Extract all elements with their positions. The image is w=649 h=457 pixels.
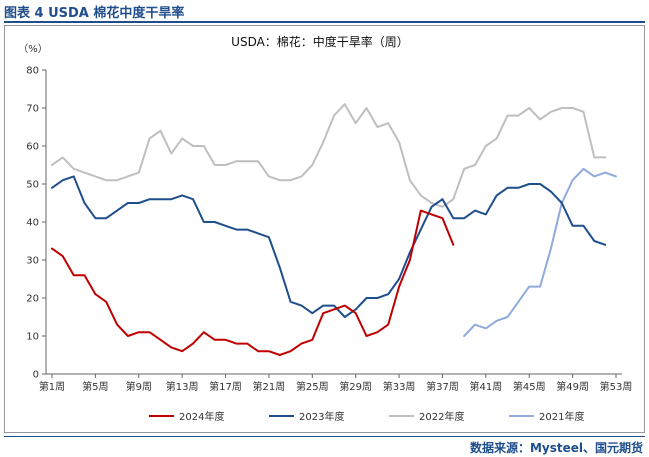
legend-label: 2022年度 [419,410,464,423]
legend-label: 2024年度 [179,410,224,423]
x-tick-label: 第49周 [556,380,589,393]
x-tick-label: 第53周 [600,380,633,393]
x-tick-label: 第17周 [209,380,242,393]
figure-caption: 图表 4 USDA 棉花中度干旱率 [4,6,185,21]
x-tick-label: 第37周 [426,380,459,393]
series-layer [51,103,617,356]
y-tick-label: 70 [26,104,39,115]
x-tick-label: 第25周 [296,380,329,393]
x-tick-label: 第13周 [166,380,199,393]
x-tick-label: 第1周 [39,380,65,393]
chart-title: USDA：棉花：中度干旱率（周） [231,34,409,49]
series-line-2022年度 [51,103,607,208]
legend: 2024年度 2023年度 2022年度 2021年度 [149,410,584,423]
x-tick-label: 第41周 [469,380,502,393]
chart-frame [4,25,645,433]
y-axis-ticks: 0 10 20 30 40 50 60 70 80 [26,66,46,381]
y-tick-label: 80 [26,66,39,77]
y-tick-label: 10 [26,332,39,343]
x-tick-label: 第9周 [126,380,152,393]
y-tick-label: 40 [26,218,39,229]
x-axis-ticks: 第1周 第5周 第9周 第13周 第17周 第21周 第25周 第29周 第33周 第37周 第41… [39,374,633,393]
y-axis-label: （%） [18,43,48,55]
y-tick-label: 60 [26,142,39,153]
y-tick-label: 20 [26,294,39,305]
y-tick-label: 0 [33,370,39,381]
y-tick-label: 30 [26,256,39,267]
x-tick-label: 第33周 [383,380,416,393]
series-line-2021年度 [463,167,617,337]
x-tick-label: 第45周 [513,380,546,393]
x-tick-label: 第5周 [82,380,108,393]
x-tick-label: 第29周 [339,380,372,393]
source-rule [4,436,645,437]
series-line-2023年度 [51,175,607,318]
legend-label: 2023年度 [299,410,344,423]
caption-rule [4,21,645,23]
x-tick-label: 第21周 [253,380,286,393]
legend-label: 2021年度 [539,410,584,423]
series-line-2024年度 [51,209,455,356]
source-note: 数据来源：Mysteel、国元期货 [469,441,643,455]
y-tick-label: 50 [26,180,39,191]
